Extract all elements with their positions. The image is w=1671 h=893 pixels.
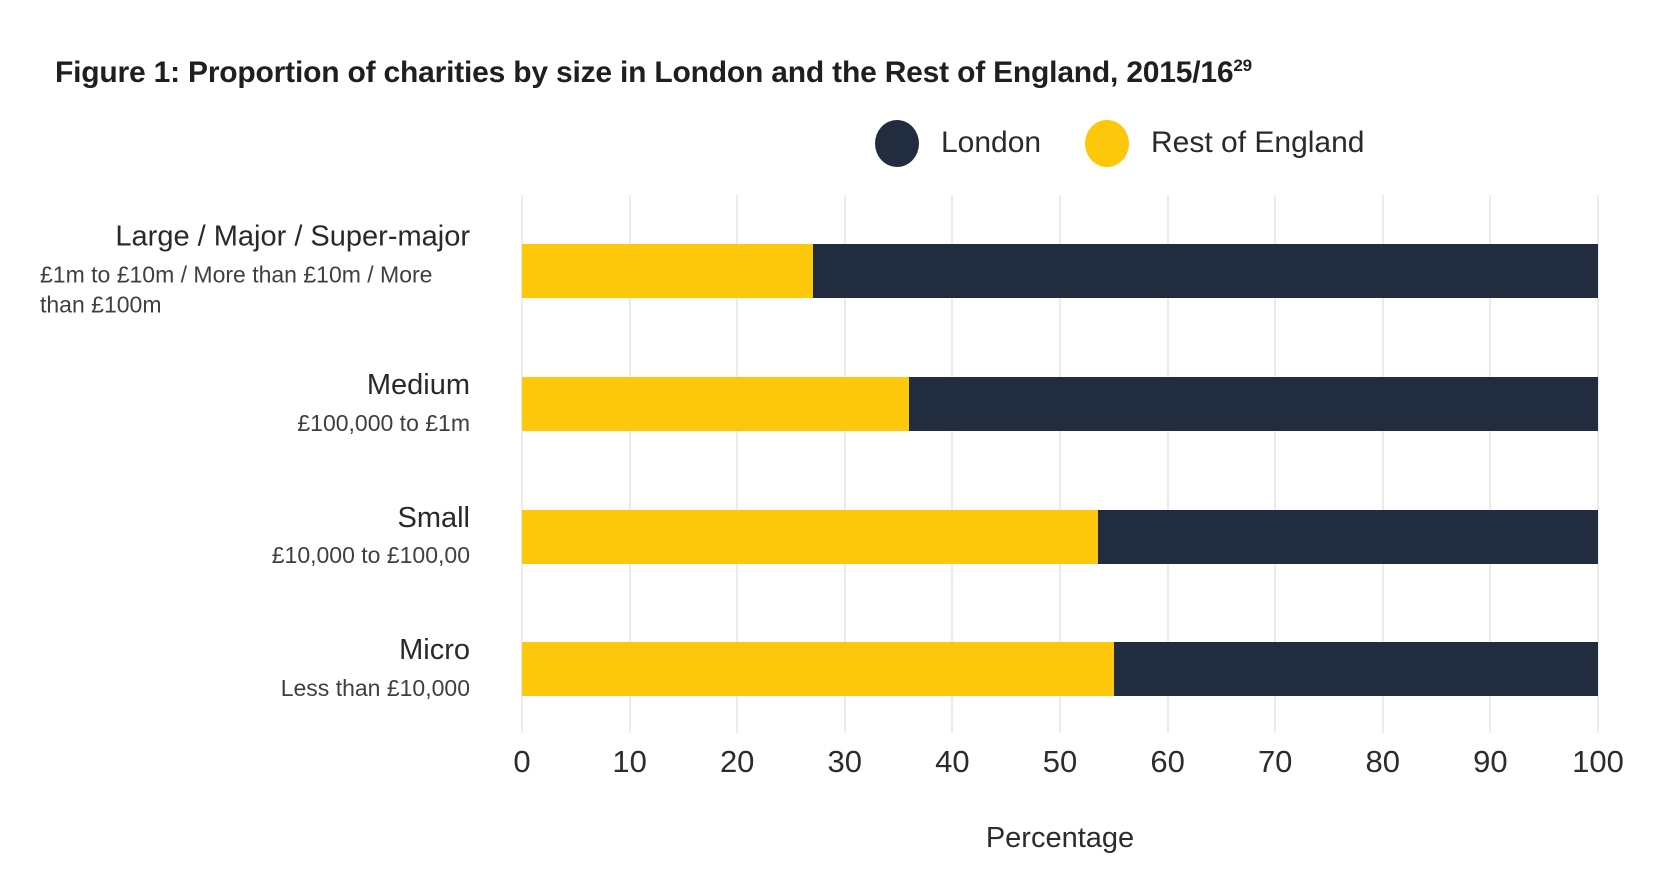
category-sublabel: Less than £10,000 — [280, 674, 470, 701]
bar-segment-rest-of-england — [522, 642, 1114, 696]
bar-segment-rest-of-england — [522, 244, 813, 298]
x-axis-tick-label: 70 — [1257, 744, 1293, 779]
legend-swatch-london — [875, 119, 919, 167]
figure-title-text: Figure 1: Proportion of charities by siz… — [55, 56, 1234, 89]
x-axis-tick-label: 90 — [1473, 744, 1508, 779]
gridline — [521, 195, 523, 733]
x-axis-tick-label: 0 — [513, 744, 531, 779]
gridline — [1059, 195, 1061, 733]
category-axis: Large / Major / Super-major £1m to £10m /… — [40, 0, 470, 893]
bar-row-small — [522, 509, 1598, 564]
figure-title-footnote-marker: 29 — [1233, 56, 1252, 75]
bar-segment-rest-of-england — [522, 509, 1098, 564]
gridline — [843, 195, 846, 733]
x-axis-tick-label: 60 — [1150, 744, 1185, 779]
gridline — [1597, 195, 1599, 733]
figure-title: Figure 1: Proportion of charities by siz… — [55, 56, 1252, 90]
legend-item-london: London — [875, 118, 1041, 168]
bar-segment-london — [1097, 509, 1598, 564]
x-axis-tick-label: 10 — [612, 744, 647, 779]
bar-segment-london — [1113, 642, 1598, 696]
x-axis-tick-label: 50 — [1042, 744, 1078, 779]
category-label-block: Large / Major / Super-major £1m to £10m /… — [40, 220, 470, 321]
category-sublabel: £1m to £10m / More than £10m / More than… — [40, 261, 433, 318]
gridline — [628, 195, 631, 733]
plot-area — [521, 195, 1599, 733]
legend-label: Rest of England — [1151, 126, 1365, 159]
gridline — [1274, 195, 1277, 733]
bar-row-large-major-super-major — [522, 244, 1598, 298]
x-axis-tick-label: 30 — [827, 744, 863, 779]
x-axis-tick-label: 100 — [1572, 744, 1624, 779]
bar-segment-london — [812, 244, 1598, 298]
category-label-block: Micro Less than £10,000 — [40, 633, 470, 703]
x-axis: 0 10 20 30 40 50 60 70 80 90 100 — [513, 744, 1623, 786]
gridline — [1489, 195, 1492, 733]
legend-swatch-rest-of-england — [1085, 119, 1129, 167]
x-axis-tick-label: 80 — [1365, 744, 1401, 779]
x-axis-tick-label: 40 — [935, 744, 970, 779]
bar-segment-london — [909, 377, 1598, 431]
bar-segment-rest-of-england — [522, 377, 910, 431]
gridline — [736, 195, 739, 733]
category-label: Large / Major / Super-major — [115, 220, 470, 253]
category-sublabel: £10,000 to £100,00 — [271, 542, 470, 569]
x-axis-label: Percentage — [985, 822, 1135, 854]
gridline — [951, 195, 954, 733]
category-sublabel: £100,000 to £1m — [297, 409, 470, 436]
category-label: Small — [397, 501, 470, 534]
gridline — [1381, 195, 1384, 733]
category-label-block: Medium £100,000 to £1m — [40, 368, 470, 438]
bar-row-medium — [522, 377, 1598, 431]
bar-row-micro — [522, 642, 1598, 696]
category-label: Micro — [399, 633, 470, 666]
category-label: Medium — [366, 368, 470, 401]
legend-item-rest-of-england: Rest of England — [1085, 118, 1364, 168]
x-axis-tick-label: 20 — [719, 744, 755, 779]
legend-label: London — [941, 126, 1042, 159]
category-label-block: Small £10,000 to £100,00 — [40, 501, 470, 570]
gridline — [1166, 195, 1169, 733]
